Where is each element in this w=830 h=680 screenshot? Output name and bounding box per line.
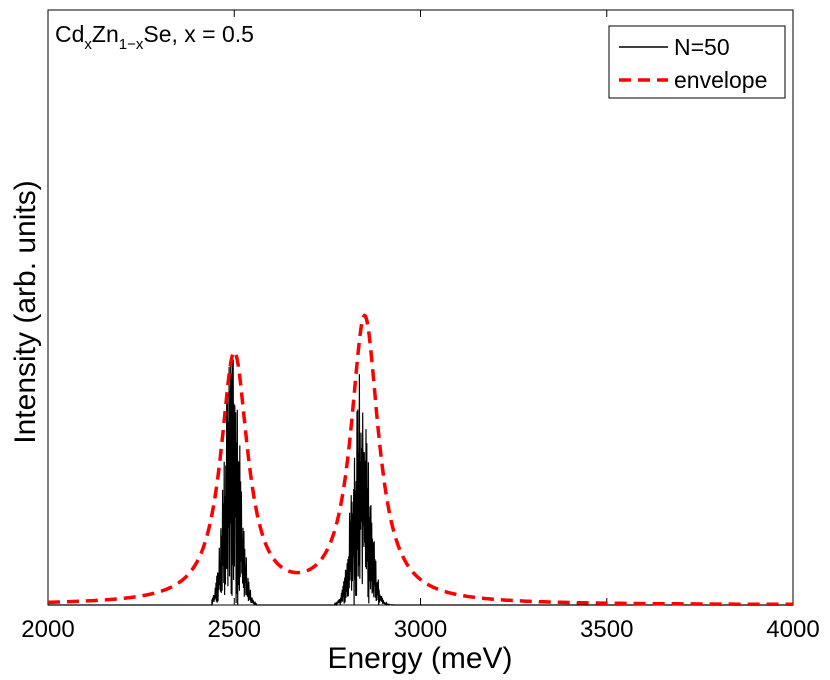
legend: N=50 envelope [608,25,786,99]
legend-label-envelope: envelope [674,67,767,93]
annotation-sub1: x [84,36,92,53]
series-n50-line [48,359,793,607]
legend-box [608,25,786,99]
composition-annotation: CdxZn1−xSe, x = 0.5 [55,21,254,53]
x-tick-label-2000: 2000 [21,616,74,643]
annotation-mid: Zn [92,21,119,47]
annotation-prefix: Cd [55,21,84,47]
x-tick-label-3500: 3500 [580,616,633,643]
x-tick-label-3000: 3000 [394,616,447,643]
annotation-sub2: 1−x [119,36,144,53]
plot-frame [47,9,794,606]
x-tick-label-2500: 2500 [208,616,261,643]
legend-label-n50: N=50 [674,34,730,60]
annotation-suffix: Se, x = 0.5 [143,21,254,47]
x-tick-labels: 2000 2500 3000 3500 4000 [21,616,819,643]
x-axis-title: Energy (meV) [327,642,512,675]
x-tick-label-4000: 4000 [766,616,819,643]
y-axis-title: Intensity (arb. units) [9,180,42,443]
series-envelope-line [48,313,793,607]
